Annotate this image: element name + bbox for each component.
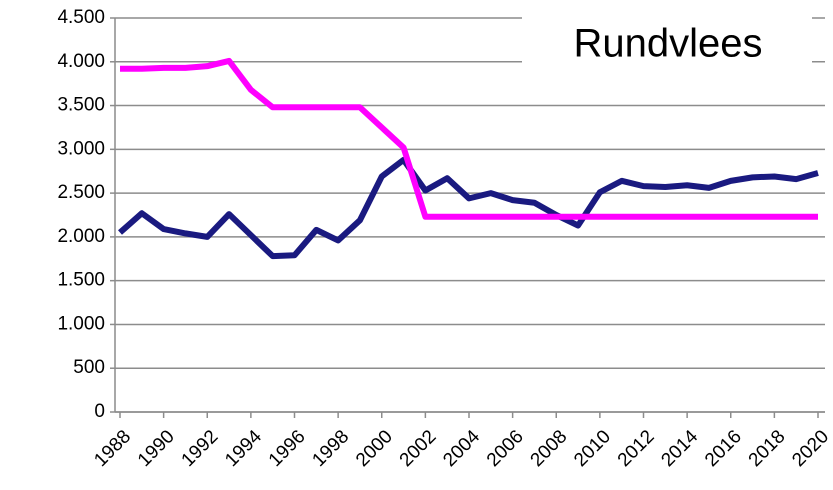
y-tick-label: 0 (94, 401, 105, 422)
x-tick-label: 1988 (90, 426, 135, 471)
y-tick-label: 3.000 (57, 138, 105, 159)
x-tick-label: 2008 (527, 426, 572, 471)
line-series (118, 156, 819, 260)
x-tick-label: 2020 (788, 426, 833, 471)
y-tick-label: 1.000 (57, 313, 105, 334)
x-tick-label: 2010 (570, 426, 615, 471)
y-tick-label: 4.500 (57, 7, 105, 28)
x-tick-label: 1994 (221, 426, 266, 471)
x-tick-label: 1992 (178, 426, 223, 471)
title-box (522, 8, 812, 78)
line-series (120, 57, 818, 220)
x-tick-label: 2012 (614, 426, 659, 471)
x-tick-label: 2004 (439, 426, 484, 471)
y-tick-label: 500 (73, 357, 105, 378)
x-tick-label: 2014 (657, 426, 702, 471)
x-tick-label: 2016 (701, 426, 746, 471)
y-tick-label: 2.000 (57, 226, 105, 247)
x-tick-label: 2000 (352, 426, 397, 471)
x-tick-label: 1990 (134, 426, 179, 471)
x-tick-label: 2018 (745, 426, 790, 471)
y-tick-label: 1.500 (57, 270, 105, 291)
chart-title: Rundvlees (573, 22, 762, 66)
grid (110, 17, 825, 418)
y-tick-label: 3.500 (57, 95, 105, 116)
x-tick-label: 1998 (308, 426, 353, 471)
x-tick-label: 2006 (483, 426, 528, 471)
y-tick-label: 4.000 (57, 51, 105, 72)
y-tick-label: 2.500 (57, 182, 105, 203)
x-tick-label: 2002 (396, 426, 441, 471)
x-tick-label: 1996 (265, 426, 310, 471)
